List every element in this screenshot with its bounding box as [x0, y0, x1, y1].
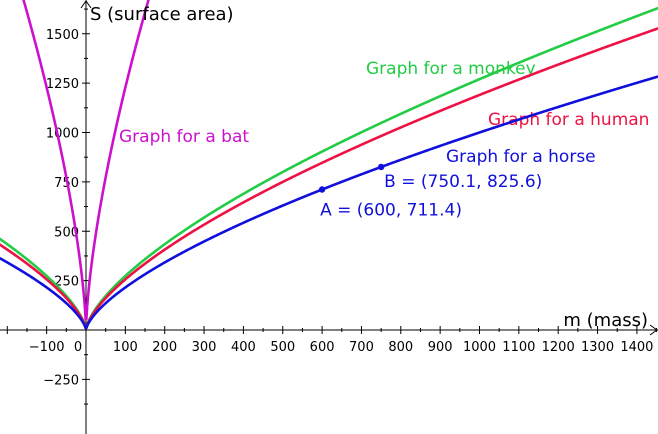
series-label-graph-for-a-human: Graph for a human	[488, 110, 649, 130]
x-tick-label: 1000	[463, 340, 496, 355]
x-tick-label: 500	[270, 340, 295, 355]
y-axis-arrow	[80, 0, 92, 9]
y-tick-label: 1500	[46, 28, 79, 43]
x-tick-label: 300	[192, 340, 217, 355]
point-label-b: B = (750.1, 825.6)	[384, 172, 542, 192]
series-line-graph-for-a-horse	[0, 75, 658, 330]
x-tick-label: 800	[388, 340, 413, 355]
x-tick-label: 1300	[581, 340, 614, 355]
x-tick-label: 1100	[502, 340, 535, 355]
y-tick-label: 250	[54, 275, 79, 290]
y-tick-label: −250	[43, 373, 79, 388]
series-label-graph-for-a-bat: Graph for a bat	[119, 127, 249, 147]
x-tick-label: 700	[349, 340, 374, 355]
x-tick-label: 1400	[620, 340, 653, 355]
points: A = (600, 711.4) B = (750.1, 825.6)	[318, 163, 542, 220]
x-tick-label: 0	[74, 340, 82, 355]
x-tick-label: 900	[428, 340, 453, 355]
point-b[interactable]	[377, 163, 385, 171]
series-line-graph-for-a-monkey	[0, 6, 658, 329]
y-tick-label: 1000	[46, 127, 79, 142]
point-label-a: A = (600, 711.4)	[320, 200, 462, 220]
x-tick-label: −100	[29, 340, 65, 355]
point-a[interactable]	[318, 186, 326, 193]
y-tick-label: 500	[54, 225, 79, 240]
series-label-graph-for-a-horse: Graph for a horse	[446, 147, 596, 167]
x-tick-label: 1200	[542, 340, 575, 355]
x-tick-label: 200	[152, 340, 177, 355]
x-tick-label: 600	[310, 340, 335, 355]
series-label-graph-for-a-monkey: Graph for a monkey	[366, 59, 536, 79]
series-line-graph-for-a-bat	[22, 0, 150, 321]
y-tick-label: 1250	[46, 77, 79, 92]
x-axis-label: m (mass)	[563, 310, 648, 331]
curves: Graph for a monkey Graph for a human Graph…	[0, 0, 658, 330]
x-tick-label: 400	[231, 340, 256, 355]
series-line-graph-for-a-human	[0, 27, 658, 330]
y-axis-label: S (surface area)	[90, 4, 234, 25]
x-tick-label: 100	[113, 340, 138, 355]
